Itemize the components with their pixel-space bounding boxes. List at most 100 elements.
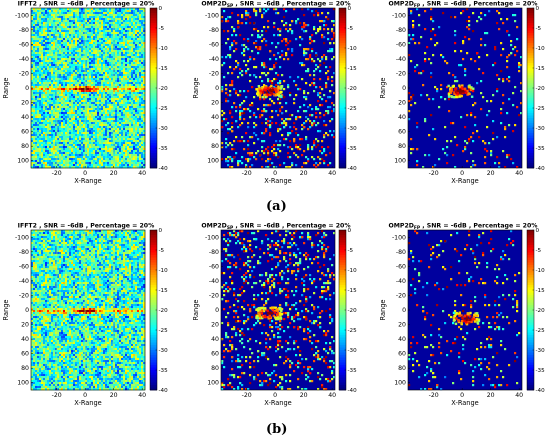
y-tick-label: 80 [398, 143, 406, 150]
colorbar-tick-label: -35 [536, 368, 546, 374]
colorbar-tick-label: -25 [159, 328, 169, 334]
colorbar-tick-label: -20 [159, 308, 169, 314]
y-tick-label: -20 [209, 292, 219, 299]
colorbar-tick-label: -25 [536, 328, 546, 334]
colorbar-tick-label: -35 [159, 146, 169, 152]
figure-label-b: (b) [266, 422, 288, 437]
x-tick-label: -20 [429, 170, 439, 177]
x-tick-label: 40 [328, 170, 336, 177]
y-tick-label: 40 [21, 336, 29, 343]
x-tick-label: 40 [138, 170, 146, 177]
x-axis-label: X-Range [74, 177, 101, 185]
y-tick-label: -40 [396, 56, 406, 63]
y-tick-label: -60 [19, 263, 29, 270]
chart-title: OMP2DSP , SNR = -6dB , Percentage = 20% [201, 1, 350, 10]
x-tick-label: 0 [83, 170, 87, 177]
heatmap-panel-4: IFFT2 , SNR = -6dB , Percentage = 20% -20… [2, 223, 168, 408]
colorbar: 0 -5 -10 -15 -20 -25 -30 -35 -40 [526, 6, 546, 172]
y-tick-label: 60 [211, 351, 219, 358]
colorbar-tick-label: -15 [159, 66, 169, 72]
chart-title: IFFT2 , SNR = -6dB , Percentage = 20% [18, 223, 155, 230]
y-axis-label: Range [192, 300, 200, 321]
colorbar-tick-label: -30 [348, 348, 358, 354]
y-tick-label: -20 [396, 292, 406, 299]
y-tick-label: 80 [211, 143, 219, 150]
y-tick-label: -20 [396, 70, 406, 77]
colorbar: 0 -5 -10 -15 -20 -25 -30 -35 -40 [338, 6, 358, 172]
x-tick-label: 20 [300, 392, 308, 399]
y-tick-label: 80 [211, 365, 219, 372]
y-tick-label: -100 [15, 12, 29, 19]
y-tick-label: 20 [21, 100, 29, 107]
x-tick-label: 40 [328, 392, 336, 399]
colorbar-tick-label: -5 [159, 26, 165, 32]
y-tick-label: -40 [19, 278, 29, 285]
x-axis-label: X-Range [74, 399, 101, 407]
y-tick-label: 100 [207, 380, 219, 387]
x-tick-label: 40 [138, 392, 146, 399]
x-tick-label: -20 [429, 392, 439, 399]
chart-title: OMP2DFP , SNR = -6dB , Percentage = 20% [389, 223, 538, 232]
y-tick-label: 20 [398, 322, 406, 329]
colorbar-tick-label: -40 [536, 388, 546, 394]
y-tick-label: -40 [209, 56, 219, 63]
colorbar-tick-label: -40 [536, 166, 546, 172]
y-tick-label: -60 [396, 263, 406, 270]
heatmap-panel-5: OMP2DSP , SNR = -6dB , Percentage = 20% -… [192, 223, 357, 408]
y-tick-label: 60 [211, 129, 219, 136]
colorbar-tick-label: 0 [348, 6, 352, 12]
y-tick-label: -60 [209, 263, 219, 270]
colorbar-tick-label: -30 [159, 126, 169, 132]
y-tick-label: 40 [398, 336, 406, 343]
x-tick-label: -20 [52, 392, 62, 399]
colorbar-tick-label: -25 [159, 106, 169, 112]
x-tick-label: 20 [110, 170, 118, 177]
y-tick-label: 20 [21, 322, 29, 329]
x-tick-label: 20 [487, 392, 495, 399]
x-axis-label: X-Range [451, 399, 478, 407]
y-tick-label: 60 [398, 351, 406, 358]
heatmap-panel-3: OMP2DFP , SNR = -6dB , Percentage = 20% -… [379, 1, 545, 186]
y-axis-label: Range [2, 300, 10, 321]
colorbar: 0 -5 -10 -15 -20 -25 -30 -35 -40 [149, 228, 169, 394]
colorbar: 0 -5 -10 -15 -20 -25 -30 -35 -40 [526, 228, 546, 394]
colorbar-tick-label: -15 [536, 66, 546, 72]
colorbar-tick-label: -30 [536, 348, 546, 354]
y-tick-label: -80 [209, 27, 219, 34]
colorbar-tick-label: -25 [348, 106, 358, 112]
y-tick-label: -100 [392, 12, 406, 19]
y-tick-label: 100 [394, 380, 406, 387]
colorbar-tick-label: 0 [159, 6, 163, 12]
x-tick-label: 20 [300, 170, 308, 177]
y-tick-label: 80 [21, 365, 29, 372]
y-tick-label: 40 [211, 114, 219, 121]
heatmap-panel-1: IFFT2 , SNR = -6dB , Percentage = 20% -20… [2, 1, 168, 186]
colorbar-tick-label: -40 [348, 388, 358, 394]
colorbar-tick-label: -20 [159, 86, 169, 92]
colorbar-tick-label: -40 [159, 388, 169, 394]
x-tick-label: 0 [460, 170, 464, 177]
x-tick-label: -20 [52, 170, 62, 177]
y-tick-label: 60 [21, 351, 29, 358]
colorbar-tick-label: -25 [536, 106, 546, 112]
y-tick-label: -20 [19, 292, 29, 299]
y-tick-label: 60 [21, 129, 29, 136]
y-tick-label: 100 [394, 158, 406, 165]
heatmap-cells [31, 8, 146, 169]
y-tick-label: -40 [209, 278, 219, 285]
colorbar-tick-label: -10 [348, 268, 358, 274]
y-tick-label: 0 [215, 85, 219, 92]
x-tick-label: -20 [242, 170, 252, 177]
y-tick-label: -60 [209, 41, 219, 48]
colorbar-tick-label: 0 [536, 6, 540, 12]
y-tick-label: -20 [209, 70, 219, 77]
colorbar-tick-label: -20 [536, 86, 546, 92]
figure-label-a: (a) [266, 199, 287, 214]
y-axis-label: Range [2, 78, 10, 99]
y-tick-label: 60 [398, 129, 406, 136]
colorbar-tick-label: -5 [348, 26, 354, 32]
colorbar-tick-label: -10 [536, 268, 546, 274]
colorbar-tick-label: -20 [348, 308, 358, 314]
colorbar-tick-label: -10 [159, 268, 169, 274]
colorbar-tick-label: 0 [348, 228, 352, 234]
